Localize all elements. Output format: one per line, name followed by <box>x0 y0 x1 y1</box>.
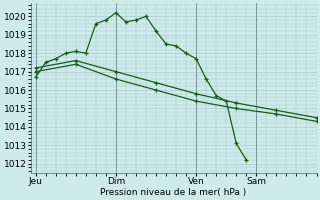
X-axis label: Pression niveau de la mer( hPa ): Pression niveau de la mer( hPa ) <box>100 188 247 197</box>
